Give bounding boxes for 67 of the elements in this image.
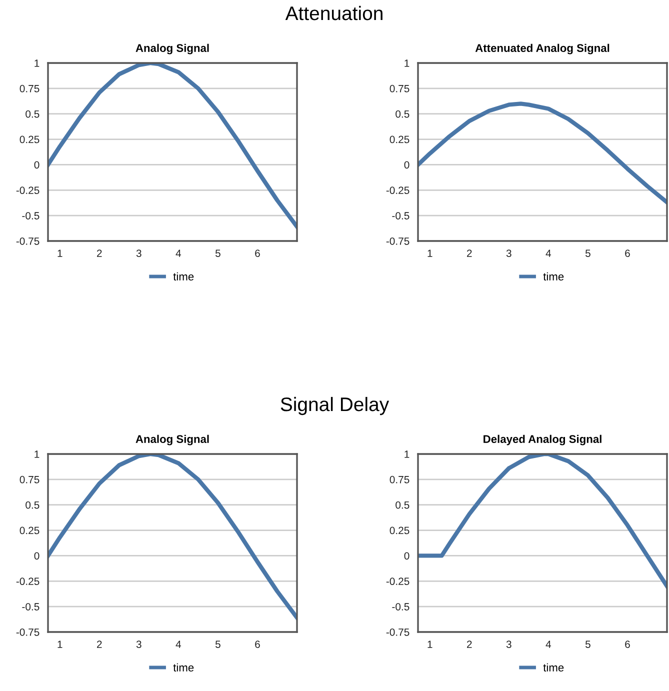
x-tick-label: 4 bbox=[176, 250, 182, 257]
x-tick-label: 1 bbox=[428, 640, 432, 648]
y-tick-label: 0 bbox=[34, 552, 40, 560]
x-tick-label: 3 bbox=[136, 640, 142, 648]
x-tick-label: 2 bbox=[467, 250, 472, 257]
y-tick-label: 0.25 bbox=[20, 526, 40, 534]
y-tick-label: 0 bbox=[34, 161, 40, 169]
x-tick-label: 6 bbox=[255, 640, 260, 648]
x-tick-label: 5 bbox=[585, 640, 590, 648]
y-tick-label: 0.5 bbox=[26, 110, 40, 118]
x-tick-label: 6 bbox=[625, 250, 630, 257]
y-tick-label: 0.75 bbox=[20, 476, 40, 484]
y-tick-label: -0.75 bbox=[16, 238, 40, 245]
x-tick-label: 2 bbox=[97, 250, 102, 257]
y-tick-label: -0.25 bbox=[16, 186, 40, 194]
chart-title: Attenuated Analog Signal bbox=[475, 44, 610, 54]
x-tick-label: 6 bbox=[625, 640, 630, 648]
y-tick-label: 0 bbox=[404, 161, 410, 169]
legend-label: time bbox=[543, 663, 564, 672]
y-tick-label: -0.75 bbox=[386, 238, 410, 245]
line-series bbox=[418, 102, 667, 204]
chart-title: Analog Signal bbox=[136, 434, 209, 446]
x-tick-label: 5 bbox=[215, 250, 220, 257]
y-tick-label: 0.25 bbox=[390, 526, 410, 534]
y-tick-label: 1 bbox=[404, 450, 410, 458]
x-tick-label: 1 bbox=[58, 640, 62, 648]
x-tick-label: 4 bbox=[546, 250, 552, 257]
x-tick-label: 3 bbox=[136, 250, 142, 257]
y-tick-label: -0.75 bbox=[386, 628, 410, 636]
y-tick-label: 1 bbox=[34, 450, 40, 458]
x-tick-label: 5 bbox=[215, 640, 220, 648]
x-tick-label: 3 bbox=[506, 250, 512, 257]
chart-title: Delayed Analog Signal bbox=[484, 434, 602, 446]
y-tick-label: -0.25 bbox=[16, 578, 40, 586]
y-tick-label: 0.75 bbox=[390, 476, 410, 484]
text: Attenuation bbox=[285, 6, 382, 20]
y-tick-label: -0.75 bbox=[16, 628, 40, 636]
x-tick-label: 2 bbox=[467, 640, 472, 648]
x-tick-label: 4 bbox=[176, 640, 182, 648]
y-tick-label: -0.25 bbox=[386, 578, 410, 586]
x-tick-label: 2 bbox=[97, 640, 102, 648]
y-tick-label: 0.5 bbox=[396, 110, 410, 118]
y-tick-label: 1 bbox=[34, 60, 40, 67]
y-tick-label: 0.75 bbox=[390, 84, 410, 92]
y-tick-label: 0 bbox=[404, 552, 410, 560]
y-tick-label: -0.25 bbox=[386, 186, 410, 194]
y-tick-label: 1 bbox=[404, 60, 410, 67]
x-tick-label: 6 bbox=[255, 250, 260, 257]
y-tick-label: -0.5 bbox=[392, 212, 410, 220]
y-tick-label: 0.75 bbox=[20, 84, 40, 92]
legend-label: time bbox=[173, 663, 194, 672]
legend-label: time bbox=[543, 272, 564, 281]
y-tick-label: -0.5 bbox=[392, 603, 410, 610]
y-tick-label: 0.5 bbox=[396, 501, 410, 509]
text: Signal Delay bbox=[280, 396, 390, 416]
y-tick-label: -0.5 bbox=[22, 603, 40, 610]
chart-title: Analog Signal bbox=[136, 44, 209, 54]
x-tick-label: 3 bbox=[506, 640, 512, 648]
y-tick-label: 0.5 bbox=[26, 501, 40, 509]
x-tick-label: 4 bbox=[546, 640, 552, 648]
x-tick-label: 1 bbox=[428, 250, 432, 257]
x-tick-label: 1 bbox=[58, 250, 62, 257]
y-tick-label: -0.5 bbox=[22, 212, 40, 220]
y-tick-label: 0.25 bbox=[390, 136, 410, 144]
x-tick-label: 5 bbox=[585, 250, 590, 257]
y-tick-label: 0.25 bbox=[20, 136, 40, 144]
legend-label: time bbox=[173, 272, 194, 281]
